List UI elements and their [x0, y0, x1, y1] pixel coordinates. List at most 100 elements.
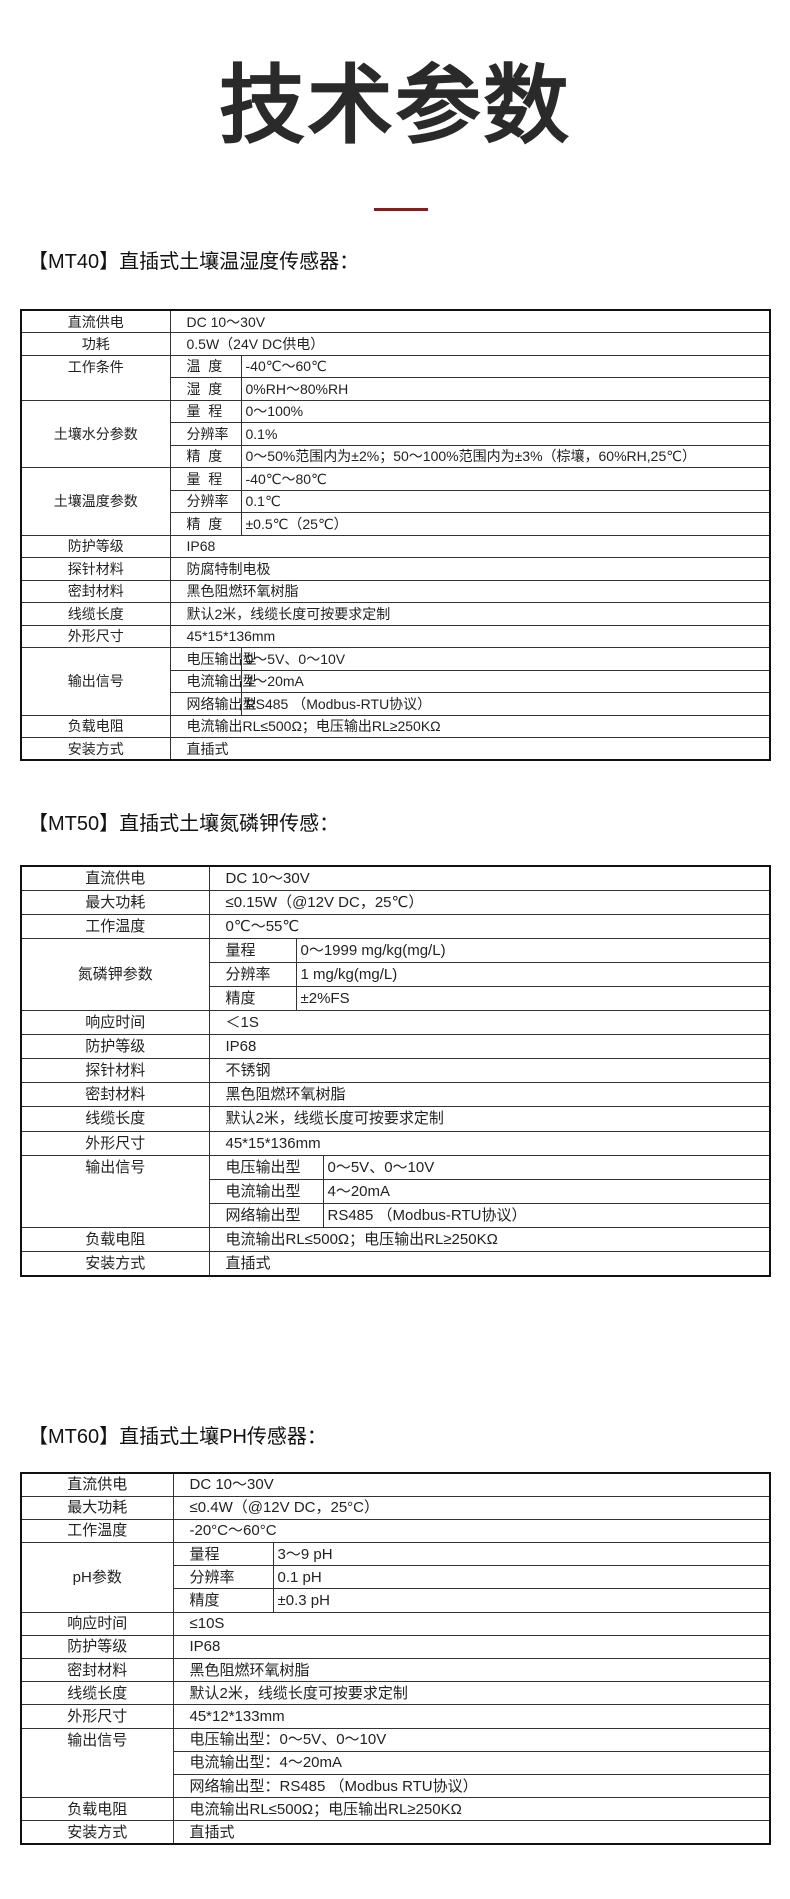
sub-value: 电压输出型：0～5V、0～10V: [172, 1727, 771, 1752]
table-row: 工作条件温 度 -40℃～60℃: [20, 354, 771, 401]
row-label: 外形尺寸: [20, 624, 171, 648]
row-label: 输出信号: [20, 1154, 210, 1228]
row-label: 直流供电: [20, 1472, 174, 1497]
sub-label: 精 度: [171, 513, 242, 535]
row-value: IP68: [172, 1634, 771, 1660]
row-value: DC 10～30V: [208, 865, 771, 891]
table-row: 直流供电 DC 10～30V: [20, 865, 771, 891]
row-label: 负载电阻: [20, 714, 171, 738]
sub-value: 0.1 pH: [277, 1568, 322, 1586]
sub-label: 网络输出型: [171, 693, 257, 715]
table-row: 探针材料 防腐特制电极: [20, 557, 771, 581]
table-row: 防护等级 IP68: [20, 1634, 771, 1660]
sub-value: 0.1%: [245, 425, 278, 442]
table-row: 线缆长度 默认2米，线缆长度可按要求定制: [20, 602, 771, 626]
row-label: 直流供电: [20, 865, 210, 891]
sub-label: 电流输出型: [210, 1180, 324, 1203]
spec-table: 直流供电 DC 10～30V 最大功耗 ≤0.4W（@12V DC，25°C） 工作温度…: [20, 1472, 771, 1845]
row-value: 默认2米，线缆长度可按要求定制: [208, 1106, 771, 1132]
table-row: 防护等级 IP68: [20, 1034, 771, 1060]
row-label: 密封材料: [20, 579, 171, 603]
sub-value: 0.1℃: [245, 493, 281, 510]
row-label: 负载电阻: [20, 1797, 174, 1822]
row-label: 线缆长度: [20, 1106, 210, 1132]
table-row: 网络输出型 RS485 （Modbus-RTU协议）: [21, 1202, 771, 1228]
table-row: 外形尺寸 45*15*136mm: [20, 624, 771, 648]
table-row: 负载电阻 电流输出RL≤500Ω；电压输出RL≥250KΩ: [20, 1797, 771, 1822]
sub-label: 温 度: [171, 355, 242, 377]
sub-label: 分辨率: [174, 1566, 274, 1588]
row-label: 工作温度: [20, 913, 210, 939]
sub-label: 量程: [174, 1543, 274, 1565]
sub-value: -40℃～60℃: [245, 358, 327, 375]
row-label: 安装方式: [20, 737, 171, 761]
sub-value: 1 mg/kg(mg/L): [300, 965, 398, 983]
table-row: 土壤温度参数量 程 -40℃～80℃: [20, 467, 771, 536]
sub-label: 精度: [210, 987, 297, 1010]
sub-label: 精度: [174, 1589, 274, 1612]
section-heading: 【MT40】直插式土壤温湿度传感器：: [28, 251, 360, 273]
sub-value: RS485 （Modbus-RTU协议）: [327, 1206, 527, 1224]
row-value: 45*15*136mm: [169, 624, 771, 648]
section-heading: 【MT60】直插式土壤PH传感器：: [28, 1426, 327, 1448]
table-row: 功耗 0.5W（24V DC供电）: [20, 332, 771, 356]
sub-label: 分辨率: [210, 963, 297, 986]
row-label: 氮磷钾参数: [20, 937, 210, 1012]
row-value: ≤0.15W（@12V DC，25℃）: [208, 889, 771, 915]
row-label: 功耗: [20, 332, 171, 356]
sub-value: ±2%FS: [300, 990, 350, 1008]
table-row: 密封材料 黑色阻燃环氧树脂: [20, 579, 771, 603]
row-value: 默认2米，线缆长度可按要求定制: [172, 1681, 771, 1706]
row-value: 黑色阻燃环氧树脂: [169, 579, 771, 603]
table-row: 安装方式 直插式: [20, 1250, 771, 1277]
table-row: 最大功耗 ≤0.4W（@12V DC，25°C）: [20, 1495, 771, 1520]
sub-value: 4～20mA: [327, 1182, 391, 1200]
sub-label: 量程: [210, 939, 297, 962]
table-row: 负载电阻 电流输出RL≤500Ω；电压输出RL≥250KΩ: [20, 714, 771, 738]
sub-value: 电流输出型：4～20mA: [172, 1750, 771, 1775]
row-value: ＜1S: [208, 1010, 771, 1036]
row-value: 黑色阻燃环氧树脂: [208, 1082, 771, 1108]
table-row: 安装方式 直插式: [20, 737, 771, 761]
row-value: 默认2米，线缆长度可按要求定制: [169, 602, 771, 626]
row-value: 45*15*136mm: [208, 1130, 771, 1156]
row-value: DC 10～30V: [172, 1472, 771, 1497]
row-value: 电流输出RL≤500Ω；电压输出RL≥250KΩ: [208, 1226, 771, 1253]
title-divider: [374, 208, 428, 211]
table-row: 工作温度 0℃～55℃: [20, 913, 771, 939]
row-label: 线缆长度: [20, 602, 171, 626]
row-label: 直流供电: [20, 309, 171, 333]
row-label: 探针材料: [20, 557, 171, 581]
row-label: 土壤温度参数: [20, 467, 171, 536]
row-value: IP68: [208, 1034, 771, 1060]
table-row: 防护等级 IP68: [20, 534, 771, 558]
row-value: 电流输出RL≤500Ω；电压输出RL≥250KΩ: [172, 1797, 771, 1822]
table-row: 密封材料 黑色阻燃环氧树脂: [20, 1082, 771, 1108]
sub-value: 0～1999 mg/kg(mg/L): [300, 941, 446, 959]
table-row: 负载电阻 电流输出RL≤500Ω；电压输出RL≥250KΩ: [20, 1226, 771, 1253]
table-row: 输出信号 电压输出型 0～5V、0～10V: [20, 1154, 771, 1228]
page-title: 技术参数: [219, 58, 571, 154]
sub-value: RS485 （Modbus-RTU协议）: [245, 695, 432, 712]
table-row: 工作温度 -20°C～60°C: [20, 1518, 771, 1544]
row-value: 直插式: [172, 1820, 771, 1845]
sub-value: 网络输出型：RS485 （Modbus RTU协议）: [172, 1773, 771, 1799]
table-row: 外形尺寸 45*12*133mm: [20, 1704, 771, 1729]
sub-value: 4～20mA: [245, 673, 304, 690]
table-row: 直流供电 DC 10～30V: [20, 309, 771, 333]
row-label: 响应时间: [20, 1010, 210, 1036]
table-row: 土壤水分参数量 程 0～100%: [20, 399, 771, 468]
sub-label: 精 度: [171, 445, 242, 467]
row-label: 密封材料: [20, 1657, 174, 1683]
row-label: 输出信号: [20, 1727, 174, 1799]
section-heading: 【MT50】直插式土壤氮磷钾传感：: [28, 813, 340, 835]
table-row: 安装方式 直插式: [20, 1820, 771, 1845]
row-value: 黑色阻燃环氧树脂: [172, 1657, 771, 1683]
sub-value: ±0.3 pH: [277, 1592, 330, 1610]
table-row: 分辨率 0.1%: [21, 422, 771, 446]
table-row: 响应时间 ≤10S: [20, 1611, 771, 1636]
row-label: 外形尺寸: [20, 1130, 210, 1156]
sub-value: -40℃～80℃: [245, 470, 327, 487]
table-row: 电流输出型 4～20mA: [21, 1178, 771, 1204]
sub-value: 0～100%: [245, 403, 304, 420]
